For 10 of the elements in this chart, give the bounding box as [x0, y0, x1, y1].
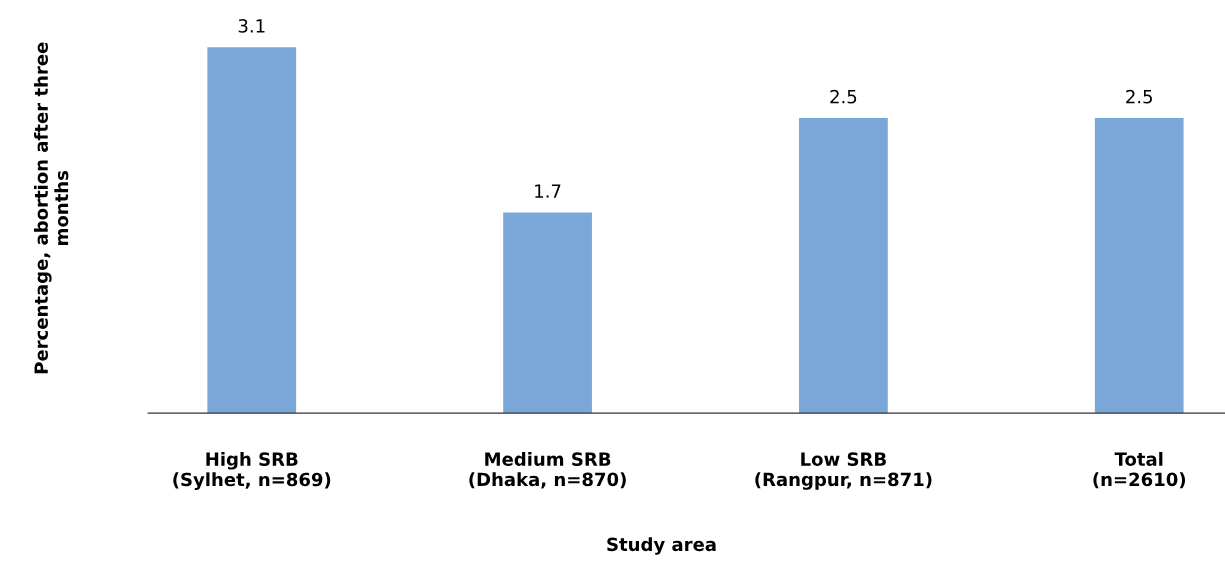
data-label: 2.5: [1126, 89, 1152, 104]
x-tick-label: Low SRB (Rangpur, n=871): [755, 452, 932, 490]
y-axis-title: Percentage, abortion after three months: [34, 42, 69, 374]
data-label: 1.7: [535, 184, 561, 198]
x-tick-label: High SRB (Sylhet, n=869): [173, 451, 331, 490]
x-axis-title: Study area: [607, 537, 716, 555]
x-tick-label: Medium SRB (Dhaka, n=870): [469, 451, 626, 489]
data-label: 3.1: [238, 19, 265, 33]
data-label: 2.5: [830, 89, 857, 104]
x-tick-label: Total (n=2610): [1093, 451, 1186, 489]
